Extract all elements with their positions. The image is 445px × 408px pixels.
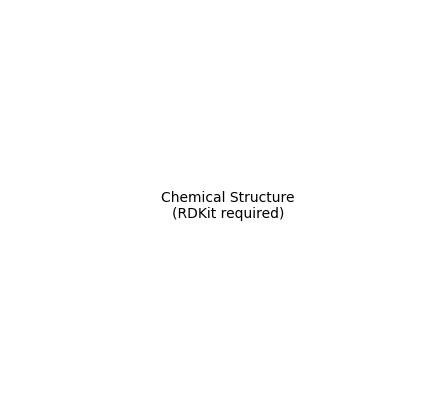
Text: Chemical Structure
(RDKit required): Chemical Structure (RDKit required): [162, 191, 295, 221]
